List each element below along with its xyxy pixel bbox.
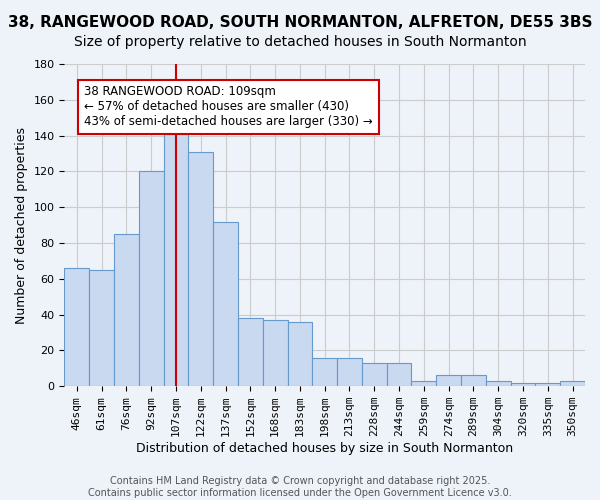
Text: Contains HM Land Registry data © Crown copyright and database right 2025.
Contai: Contains HM Land Registry data © Crown c… (88, 476, 512, 498)
Bar (139, 172, 164, 386)
Bar (287, 322, 313, 386)
Bar (560, 381, 585, 386)
Bar (188, 152, 213, 386)
Text: 38 RANGEWOOD ROAD: 109sqm
← 57% of detached houses are smaller (430)
43% of semi: 38 RANGEWOOD ROAD: 109sqm ← 57% of detac… (84, 86, 373, 128)
Bar (313, 358, 337, 386)
Bar (164, 118, 188, 386)
Bar (213, 222, 238, 386)
Bar (436, 376, 461, 386)
Bar (412, 381, 436, 386)
Bar (486, 381, 511, 386)
Bar (114, 234, 139, 386)
Bar (337, 358, 362, 386)
Bar (511, 382, 535, 386)
Bar (535, 382, 560, 386)
X-axis label: Distribution of detached houses by size in South Normanton: Distribution of detached houses by size … (136, 442, 513, 455)
Bar (386, 363, 412, 386)
Bar (263, 320, 287, 386)
Bar (89, 270, 114, 386)
Text: Size of property relative to detached houses in South Normanton: Size of property relative to detached ho… (74, 35, 526, 49)
Bar (238, 318, 263, 386)
Y-axis label: Number of detached properties: Number of detached properties (15, 126, 28, 324)
Bar (64, 268, 89, 386)
Bar (461, 376, 486, 386)
Text: 38, RANGEWOOD ROAD, SOUTH NORMANTON, ALFRETON, DE55 3BS: 38, RANGEWOOD ROAD, SOUTH NORMANTON, ALF… (8, 15, 592, 30)
Bar (362, 363, 386, 386)
